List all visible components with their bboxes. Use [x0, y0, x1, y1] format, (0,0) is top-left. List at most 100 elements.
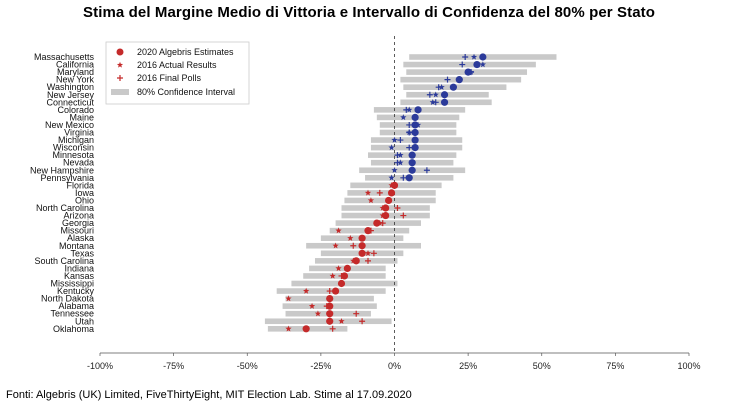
- actual-2016-mark: [314, 310, 322, 317]
- state-label: Utah: [75, 316, 94, 326]
- state-label: Arizona: [63, 211, 94, 221]
- actual-2016-mark: [364, 189, 372, 196]
- x-tick-label: 100%: [677, 361, 700, 371]
- state-label: South Carolina: [34, 256, 94, 266]
- poll-2016-mark: [376, 189, 383, 196]
- estimate-2020-point: [440, 98, 449, 106]
- actual-2016-mark: [338, 317, 345, 324]
- estimate-2020-point: [411, 136, 419, 144]
- ci-bar: [403, 61, 536, 68]
- legend-label: 80% Confidence Interval: [137, 87, 235, 97]
- state-label: Florida: [66, 180, 94, 190]
- actual-2016-mark: [397, 159, 404, 166]
- estimate-2020-point: [411, 121, 419, 129]
- estimate-2020-point: [449, 83, 457, 91]
- state-label: Connecticut: [46, 97, 94, 107]
- x-tick-label: 75%: [606, 361, 624, 371]
- poll-2016-mark: [459, 61, 466, 68]
- estimate-2020-point: [414, 106, 422, 114]
- actual-2016-mark: [335, 227, 342, 234]
- estimate-2020-point: [411, 144, 419, 152]
- actual-2016-mark: [388, 144, 395, 151]
- state-label: New Mexico: [45, 120, 94, 130]
- x-tick-label: -75%: [163, 361, 184, 371]
- state-label: Maine: [69, 112, 94, 122]
- x-tick-label: 0%: [388, 361, 401, 371]
- state-label: California: [56, 60, 94, 70]
- actual-2016-mark: [397, 151, 404, 158]
- estimate-2020-point: [326, 317, 334, 325]
- poll-2016-mark: [400, 212, 407, 219]
- estimate-2020-point: [326, 295, 334, 303]
- estimate-2020-point: [358, 249, 366, 257]
- estimate-2020-point: [455, 76, 463, 84]
- legend-box: [105, 41, 250, 105]
- state-label: Ohio: [75, 195, 94, 205]
- x-tick-label: -50%: [237, 361, 258, 371]
- estimate-2020-point: [408, 166, 416, 174]
- estimate-2020-point: [408, 159, 416, 167]
- actual-2016-mark: [429, 99, 436, 105]
- x-tick-label: 50%: [533, 361, 551, 371]
- state-label: Tennessee: [50, 309, 94, 319]
- estimate-2020-point: [440, 91, 449, 99]
- actual-2016-mark: [391, 166, 398, 173]
- actual-2016-mark: [308, 302, 316, 309]
- state-label: Mississippi: [50, 279, 94, 289]
- estimate-2020-point: [364, 227, 372, 235]
- legend-plus-symbol: [117, 75, 123, 81]
- state-label: Minnesota: [52, 150, 94, 160]
- actual-2016-mark: [406, 106, 413, 113]
- state-label: Colorado: [57, 105, 94, 115]
- state-label: Indiana: [64, 263, 94, 273]
- poll-2016-mark: [350, 242, 357, 249]
- poll-2016-mark: [397, 137, 404, 144]
- poll-2016-mark: [364, 257, 371, 264]
- estimate-2020-point: [337, 279, 346, 288]
- estimate-2020-point: [373, 219, 381, 227]
- actual-2016-mark: [406, 129, 413, 136]
- x-tick-label: 25%: [459, 361, 477, 371]
- actual-2016-mark: [303, 287, 310, 294]
- state-label: Georgia: [62, 218, 94, 228]
- actual-2016-mark: [432, 91, 439, 98]
- poll-2016-mark: [406, 144, 413, 151]
- estimate-2020-point: [358, 242, 366, 250]
- poll-2016-mark: [444, 76, 451, 83]
- poll-2016-mark: [423, 167, 430, 174]
- estimate-2020-point: [464, 68, 472, 76]
- legend-label: 2020 Algebris Estimates: [137, 47, 234, 57]
- state-label: Iowa: [75, 188, 94, 198]
- actual-2016-mark: [332, 242, 339, 249]
- actual-2016-mark: [367, 197, 375, 204]
- estimate-2020-point: [326, 302, 334, 310]
- estimate-2020-point: [411, 113, 419, 121]
- state-label: Michigan: [58, 135, 94, 145]
- state-label: North Carolina: [36, 203, 94, 213]
- legend-label: 2016 Actual Results: [137, 60, 217, 70]
- poll-2016-mark: [370, 250, 377, 257]
- state-label: Pennsylvania: [40, 173, 94, 183]
- state-label: North Dakota: [41, 294, 94, 304]
- estimate-2020-point: [387, 189, 396, 197]
- state-label: Massachusetts: [34, 52, 95, 62]
- estimate-2020-point: [352, 257, 360, 265]
- poll-2016-mark: [462, 54, 469, 60]
- estimate-2020-point: [411, 128, 419, 137]
- source-note: Fonti: Algebris (UK) Limited, FiveThirty…: [6, 389, 412, 401]
- estimate-2020-point: [385, 196, 393, 205]
- poll-2016-mark: [329, 325, 336, 332]
- state-label: Kansas: [64, 271, 95, 281]
- estimate-2020-point: [473, 60, 481, 69]
- actual-2016-mark: [335, 265, 342, 272]
- legend-circle-symbol: [116, 48, 124, 56]
- state-label: Texas: [70, 248, 94, 258]
- estimate-2020-point: [340, 272, 349, 280]
- poll-2016-mark: [406, 121, 413, 128]
- state-label: Washington: [47, 82, 94, 92]
- poll-2016-mark: [394, 205, 401, 211]
- state-label: Virginia: [64, 128, 94, 138]
- state-label: Missouri: [60, 226, 94, 236]
- estimate-2020-point: [405, 174, 413, 182]
